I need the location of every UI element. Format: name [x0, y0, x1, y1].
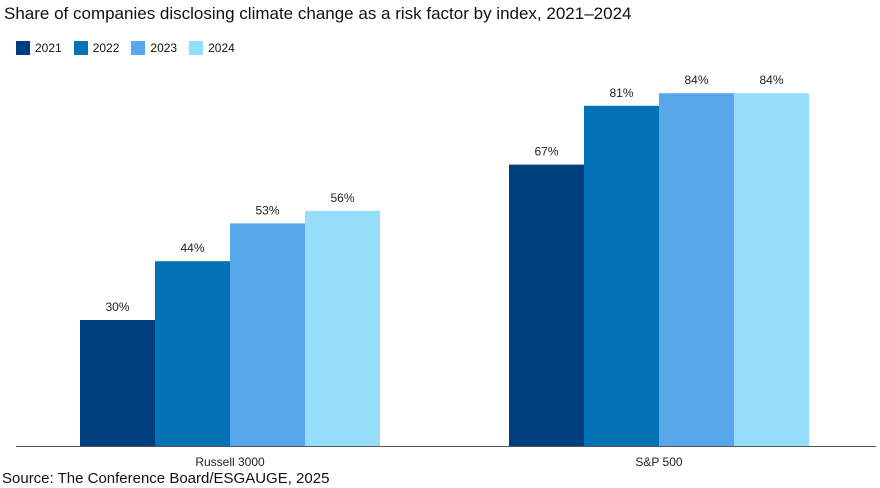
data-label-2022-sp-500: 81%: [609, 86, 633, 100]
bar-2021-russell-3000: [80, 320, 155, 446]
data-label-2023-russell-3000: 53%: [255, 203, 279, 217]
source-note: Source: The Conference Board/ESGAUGE, 20…: [2, 470, 330, 487]
bar-2024-russell-3000: [305, 210, 380, 446]
data-label-2021-sp-500: 67%: [534, 145, 558, 159]
bar-2023-russell-3000: [230, 223, 305, 446]
legend-label-2021: 2021: [35, 41, 62, 55]
bar-2022-sp-500: [584, 105, 659, 447]
bar-2024-sp-500: [734, 93, 809, 446]
chart-title: Share of companies disclosing climate ch…: [4, 4, 632, 23]
bar-2023-sp-500: [659, 93, 734, 446]
bar-2021-sp-500: [509, 164, 584, 446]
legend-swatch-2023: [131, 41, 146, 55]
legend-item-2022: 2022: [73, 41, 120, 55]
data-label-2022-russell-3000: 44%: [180, 241, 204, 255]
legend-label-2023: 2023: [150, 41, 178, 55]
legend-swatch-2024: [189, 41, 204, 55]
legend-swatch-2021: [16, 41, 30, 55]
data-label-2021-russell-3000: 30%: [105, 300, 129, 314]
data-label-2024-russell-3000: 56%: [330, 191, 354, 205]
x-tick-label: S&P 500: [635, 455, 682, 469]
legend-item-2023: 2023: [131, 41, 177, 55]
legend-label-2022: 2022: [92, 41, 120, 55]
legend-swatch-2022: [73, 41, 88, 55]
legend-item-2024: 2024: [189, 41, 235, 55]
x-tick-label: Russell 3000: [195, 455, 265, 469]
legend-label-2024: 2024: [208, 41, 235, 55]
bar-2022-russell-3000: [155, 261, 230, 446]
legend-item-2021: 2021: [16, 41, 62, 55]
data-label-2023-sp-500: 84%: [684, 73, 708, 87]
data-label-2024-sp-500: 84%: [759, 73, 783, 87]
legend: 2021 2022 2023 2024: [16, 41, 235, 55]
